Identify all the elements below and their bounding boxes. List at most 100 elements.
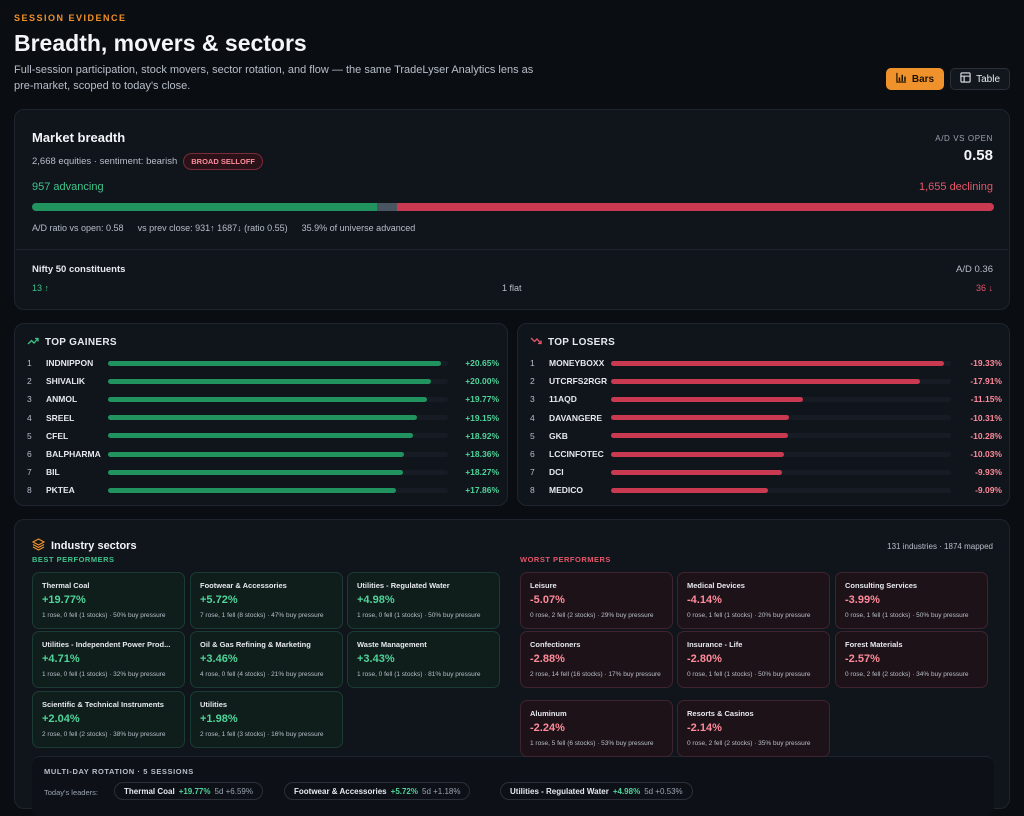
sector-detail: 2 rose, 0 fell (2 stocks) · 38% buy pres… <box>42 731 166 738</box>
rank: 6 <box>27 449 32 459</box>
sector-tile[interactable]: Forest Materials -2.57% 0 rose, 2 fell (2 … <box>835 631 988 688</box>
bar-fill <box>108 396 427 402</box>
sector-name: Insurance - Life <box>687 640 743 649</box>
loser-row[interactable]: 2 UTCRFS2RGR -17.91% <box>530 374 1002 388</box>
bars-view-button[interactable]: Bars <box>885 68 945 90</box>
bar-fill <box>108 433 414 439</box>
sector-tile[interactable]: Medical Devices -4.14% 0 rose, 1 fell (1 s… <box>677 572 830 629</box>
bar-fill <box>611 396 804 402</box>
loser-row[interactable]: 4 DAVANGERE -10.31% <box>530 411 1002 425</box>
declining-count: 1,655 declining <box>918 181 993 193</box>
symbol: CFEL <box>46 430 69 441</box>
gainer-row[interactable]: 8 PKTEA +17.86% <box>27 483 499 497</box>
rotation-chip[interactable]: Utilities - Regulated Water +4.98% 5d +0.5… <box>500 782 693 800</box>
change-pct: -10.31% <box>970 412 1002 423</box>
loser-row[interactable]: 5 GKB -10.28% <box>530 429 1002 443</box>
symbol: BALPHARMA <box>46 449 101 459</box>
change-pct: +18.36% <box>465 449 499 459</box>
breadth-subtitle: 2,668 equities · sentiment: bearish <box>32 156 178 167</box>
rank: 4 <box>530 412 535 423</box>
nifty-title: Nifty 50 constituents <box>32 264 126 275</box>
loser-row[interactable]: 3 11AQD -11.15% <box>530 392 1002 406</box>
breadth-subtitle-row: 2,668 equities · sentiment: bearish BROA… <box>32 153 263 170</box>
gainer-row[interactable]: 6 BALPHARMA +18.36% <box>27 447 499 461</box>
rank: 2 <box>27 376 32 387</box>
sectors-title: Industry sectors <box>51 540 137 552</box>
sector-tile[interactable]: Aluminum -2.24% 1 rose, 5 fell (6 stocks) … <box>520 700 673 757</box>
trending-down-icon <box>530 336 542 349</box>
sector-tile[interactable]: Scientific & Technical Instruments +2.04%… <box>32 691 185 748</box>
sector-tile[interactable]: Oil & Gas Refining & Marketing +3.46% 4 ro… <box>190 631 343 688</box>
loser-row[interactable]: 8 MEDICO -9.09% <box>530 483 1002 497</box>
bar-track <box>108 378 448 384</box>
loser-row[interactable]: 7 DCI -9.93% <box>530 465 1002 479</box>
sector-name: Consulting Services <box>845 581 918 590</box>
sector-change: +2.04% <box>42 713 80 725</box>
bar-fill <box>108 378 431 384</box>
breadth-bar-advancing <box>32 203 378 211</box>
sector-name: Utilities - Regulated Water <box>357 581 450 590</box>
bar-track <box>611 433 951 439</box>
rotation-chip[interactable]: Footwear & Accessories +5.72% 5d +1.18% <box>284 782 471 800</box>
change-pct: -11.15% <box>970 394 1002 405</box>
loser-row[interactable]: 1 MONEYBOXX -19.33% <box>530 356 1002 370</box>
loser-row[interactable]: 6 LCCINFOTEC -10.03% <box>530 447 1002 461</box>
sector-tile[interactable]: Insurance - Life -2.80% 0 rose, 1 fell (1 … <box>677 631 830 688</box>
rotation-title: MULTI-DAY ROTATION · 5 SESSIONS <box>44 767 194 776</box>
bar-track <box>108 396 448 402</box>
change-pct: +19.15% <box>465 412 499 423</box>
rank: 3 <box>530 394 535 405</box>
gainer-row[interactable]: 5 CFEL +18.92% <box>27 429 499 443</box>
view-toggle: Bars Table <box>885 68 1010 90</box>
nifty-down-count: 36 ↓ <box>975 283 993 293</box>
gainer-row[interactable]: 4 SREEL +19.15% <box>27 411 499 425</box>
sectors-count: 131 industries · 1874 mapped <box>887 542 993 551</box>
change-pct: -17.91% <box>970 376 1002 387</box>
nifty-up-count: 13 ↑ <box>32 283 50 293</box>
sector-detail: 0 rose, 1 fell (1 stocks) · 50% buy pres… <box>845 612 969 619</box>
rank: 1 <box>530 358 535 368</box>
gainer-row[interactable]: 3 ANMOL +19.77% <box>27 392 499 406</box>
industry-sectors-card: Industry sectors 131 industries · 1874 m… <box>14 519 1010 816</box>
rotation-5d: 5d +0.53% <box>644 786 683 796</box>
rotation-5d: 5d +6.59% <box>214 786 253 796</box>
table-view-button[interactable]: Table <box>950 68 1010 90</box>
change-pct: +18.27% <box>465 467 499 478</box>
bar-track <box>611 378 951 384</box>
sector-tile[interactable]: Thermal Coal +19.77% 1 rose, 0 fell (1 sto… <box>32 572 185 629</box>
sector-tile[interactable]: Waste Management +3.43% 1 rose, 0 fell (1 … <box>347 631 500 688</box>
market-breadth-card: Market breadth 2,668 equities · sentimen… <box>14 109 1010 310</box>
sector-tile[interactable]: Utilities - Regulated Water +4.98% 1 rose,… <box>347 572 500 629</box>
bar-track <box>108 433 448 439</box>
sector-tile[interactable]: Consulting Services -3.99% 0 rose, 1 fell … <box>835 572 988 629</box>
symbol: UTCRFS2RGR <box>549 376 608 387</box>
gainer-row[interactable]: 7 BIL +18.27% <box>27 465 499 479</box>
sector-name: Resorts & Casinos <box>687 709 754 718</box>
table-icon <box>960 72 971 86</box>
sector-tile[interactable]: Resorts & Casinos -2.14% 0 rose, 2 fell (2… <box>677 700 830 757</box>
bar-track <box>108 451 448 457</box>
sector-change: -5.07% <box>530 594 565 606</box>
sector-detail: 2 rose, 14 fell (16 stocks) · 17% buy pr… <box>530 671 661 678</box>
sector-tile[interactable]: Confectioners -2.88% 2 rose, 14 fell (16 s… <box>520 631 673 688</box>
symbol: BIL <box>46 467 60 478</box>
bar-track <box>108 469 448 475</box>
sector-tile[interactable]: Utilities - Independent Power Prod... +4.… <box>32 631 185 688</box>
symbol: ANMOL <box>46 394 78 405</box>
change-pct: +18.92% <box>465 430 499 441</box>
gainer-row[interactable]: 2 SHIVALIK +20.00% <box>27 374 499 388</box>
rank: 4 <box>27 412 32 423</box>
sector-detail: 0 rose, 2 fell (2 stocks) · 35% buy pres… <box>687 740 811 747</box>
rotation-chip[interactable]: Thermal Coal +19.77% 5d +6.59% <box>114 782 263 800</box>
sector-tile[interactable]: Utilities +1.98% 2 rose, 1 fell (3 stocks)… <box>190 691 343 748</box>
sector-change: -2.57% <box>845 653 880 665</box>
sector-change: +1.98% <box>200 713 238 725</box>
top-gainers-card: TOP GAINERS 1 INDNIPPON +20.65% 2 SHIVALIK +2… <box>14 323 508 506</box>
sector-tile[interactable]: Footwear & Accessories +5.72% 7 rose, 1 fe… <box>190 572 343 629</box>
gainer-row[interactable]: 1 INDNIPPON +20.65% <box>27 356 499 370</box>
sector-name: Scientific & Technical Instruments <box>42 700 164 709</box>
sector-tile[interactable]: Leisure -5.07% 0 rose, 2 fell (2 stocks) ·… <box>520 572 673 629</box>
rotation-sector: Footwear & Accessories <box>294 786 387 796</box>
rotation-change: +4.98% <box>612 786 641 796</box>
change-pct: +17.86% <box>465 485 499 496</box>
